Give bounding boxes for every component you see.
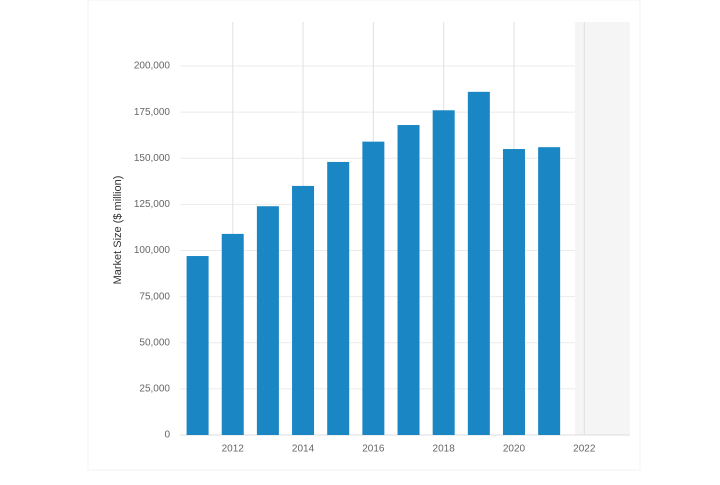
bar xyxy=(221,233,244,435)
bar xyxy=(292,185,315,435)
x-tick-label: 2016 xyxy=(362,444,385,455)
y-tick-label: 75,000 xyxy=(139,291,170,302)
bar xyxy=(256,206,279,435)
y-axis-label: Market Size ($ million) xyxy=(112,176,124,285)
x-tick-label: 2012 xyxy=(222,444,245,455)
y-tick-label: 50,000 xyxy=(139,337,170,348)
x-tick-label: 2018 xyxy=(433,444,456,455)
bar xyxy=(397,125,420,435)
x-tick-label: 2020 xyxy=(503,444,526,455)
bar xyxy=(327,161,350,435)
y-tick-label: 100,000 xyxy=(134,245,171,256)
shaded-region xyxy=(575,22,630,435)
bar xyxy=(467,91,490,435)
bar xyxy=(362,141,385,435)
y-tick-label: 0 xyxy=(164,430,170,441)
bar xyxy=(432,110,455,435)
y-tick-label: 175,000 xyxy=(134,107,171,118)
bar xyxy=(538,147,561,435)
y-tick-label: 200,000 xyxy=(134,61,171,72)
x-tick-label: 2022 xyxy=(573,444,596,455)
y-tick-label: 125,000 xyxy=(134,199,171,210)
y-tick-label: 25,000 xyxy=(139,384,170,395)
x-tick-label: 2014 xyxy=(292,444,315,455)
y-tick-label: 150,000 xyxy=(134,153,171,164)
bar xyxy=(186,256,209,435)
bar xyxy=(502,149,525,435)
